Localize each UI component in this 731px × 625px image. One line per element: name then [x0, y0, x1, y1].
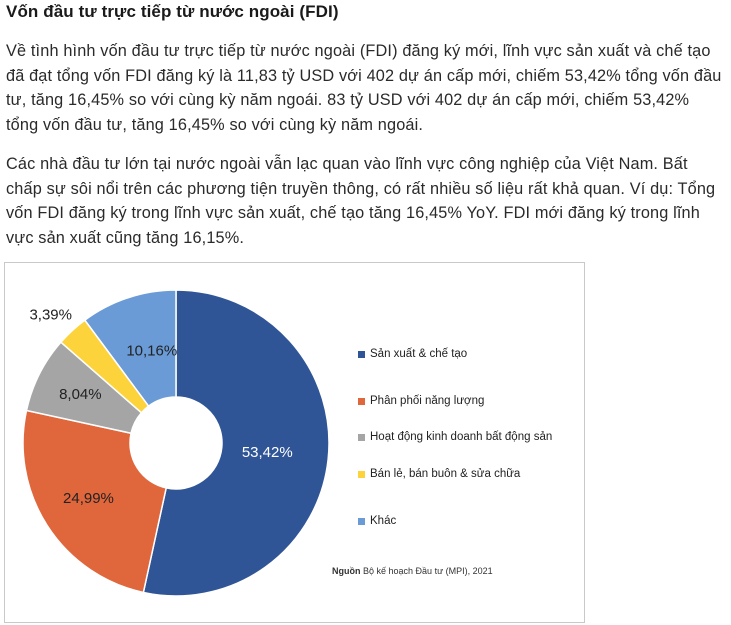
- legend-swatch: [358, 397, 365, 405]
- slice-phan-phoi-nang-luong: [22, 409, 168, 594]
- article-paragraph-2: Các nhà đầu tư lớn tại nước ngoài vẫn lạ…: [6, 155, 716, 247]
- source-label: Nguồn: [332, 566, 361, 576]
- legend-swatch: [358, 433, 365, 441]
- slice-san-xuat-che-tao: [142, 289, 330, 597]
- legend-item-ban-le-ban-buon-sua-chua: Bán lẻ, bán buôn & sửa chữa: [358, 468, 520, 480]
- legend-swatch: [358, 350, 365, 358]
- legend-label: Hoạt động kinh doanh bất động sản: [370, 431, 553, 443]
- fdi-donut-chart: 53,42% 24,99% 8,04% 3,39% 10,16%: [22, 289, 330, 597]
- data-label-ban-le-ban-buon-sua-chua: 3,39%: [29, 307, 72, 324]
- legend-label: Phân phối năng lượng: [370, 395, 485, 407]
- source-text: Bộ kế hoạch Đầu tư (MPI), 2021: [363, 566, 493, 576]
- fdi-chart-figure: 53,42% 24,99% 8,04% 3,39% 10,16% Sản xuất & …: [4, 262, 585, 623]
- article-heading: Vốn đầu tư trực tiếp từ nước ngoài (FDI): [6, 2, 339, 21]
- data-label-phan-phoi-nang-luong: 24,99%: [63, 490, 114, 507]
- legend-label: Khác: [370, 515, 397, 527]
- legend-label: Sản xuất & chế tạo: [370, 348, 468, 360]
- article-paragraph-1: Về tình hình vốn đầu tư trực tiếp từ nướ…: [6, 42, 722, 134]
- legend-item-khac: Khác: [358, 515, 396, 527]
- slice-khac: [83, 289, 177, 408]
- legend-label: Bán lẻ, bán buôn & sửa chữa: [370, 468, 521, 480]
- legend-swatch: [358, 470, 365, 478]
- chart-source: Nguồn Bộ kế hoạch Đầu tư (MPI), 2021: [332, 566, 493, 576]
- data-label-san-xuat-che-tao: 53,42%: [242, 444, 293, 461]
- data-label-hoat-dong-kinh-doanh-bat-dong-san: 8,04%: [59, 386, 102, 403]
- legend-item-hoat-dong-kinh-doanh-bat-dong-san: Hoạt động kinh doanh bất động sản: [358, 431, 552, 443]
- legend-swatch: [358, 517, 365, 525]
- data-label-khac: 10,16%: [126, 342, 177, 359]
- legend-item-san-xuat-che-tao: Sản xuất & chế tạo: [358, 348, 467, 360]
- legend-item-phan-phoi-nang-luong: Phân phối năng lượng: [358, 395, 484, 407]
